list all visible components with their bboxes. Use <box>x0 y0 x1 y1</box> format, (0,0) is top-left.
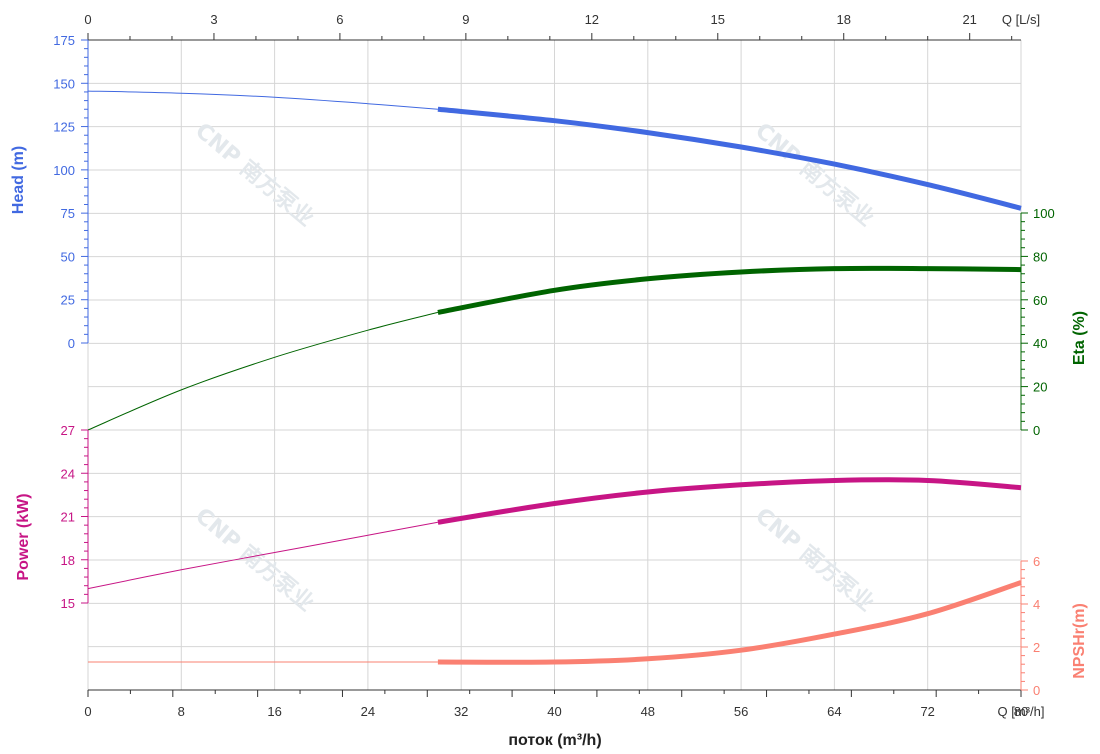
head-tick-label: 25 <box>61 293 75 308</box>
watermark-text: CNP 南方泵业 <box>750 118 879 232</box>
npsh-tick-label: 6 <box>1033 554 1040 569</box>
x-bottom-tick-label: 48 <box>641 704 655 719</box>
head-axis-title: Head (m) <box>10 146 27 214</box>
x-bottom-tick-label: 32 <box>454 704 468 719</box>
eta-tick-label: 20 <box>1033 380 1047 395</box>
eta-curve-extended <box>87 311 439 431</box>
eta-tick-label: 40 <box>1033 336 1047 351</box>
power-tick-label: 24 <box>61 466 75 481</box>
x-bottom-tick-label: 40 <box>547 704 561 719</box>
npsh-axis-title: NPSHr(m) <box>1071 603 1088 679</box>
head-curve-operating <box>437 106 1022 211</box>
curves <box>87 90 1022 665</box>
power-axis-title: Power (kW) <box>15 493 32 580</box>
head-tick-label: 100 <box>53 163 75 178</box>
power-curve-operating <box>437 477 1022 525</box>
head-tick-label: 150 <box>53 76 75 91</box>
x-top-tick-label: 0 <box>84 12 91 27</box>
x-top-tick-label: 21 <box>962 12 976 27</box>
x-top-tick-label: 15 <box>711 12 725 27</box>
head-tick-label: 0 <box>68 336 75 351</box>
eta-axis-title: Eta (%) <box>1071 311 1088 365</box>
power-curve-extended <box>87 521 438 590</box>
x-bottom-tick-label: 24 <box>361 704 375 719</box>
chart-grid <box>87 39 1022 691</box>
power-tick-label: 21 <box>61 510 75 525</box>
x-top-tick-label: 3 <box>210 12 217 27</box>
npsh-curve-operating <box>437 580 1022 665</box>
eta-tick-label: 60 <box>1033 293 1047 308</box>
npsh-tick-label: 0 <box>1033 683 1040 698</box>
x-top-tick-label: 18 <box>836 12 850 27</box>
x-bottom-tick-label: 8 <box>178 704 185 719</box>
eta-tick-label: 100 <box>1033 206 1055 221</box>
watermark-text: CNP 南方泵业 <box>190 118 319 232</box>
eta-curve-operating <box>437 265 1022 315</box>
power-tick-label: 18 <box>61 553 75 568</box>
x-top-tick-label: 6 <box>336 12 343 27</box>
x-bottom-tick-label: 64 <box>827 704 841 719</box>
x-axis-unit-bottom: Q [m³/h] <box>998 704 1045 719</box>
head-tick-label: 175 <box>53 33 75 48</box>
eta-tick-label: 80 <box>1033 249 1047 264</box>
labels: поток (m³/h) Q [m³/h] Q [L/s] Head (m) P… <box>10 12 1088 749</box>
x-top-tick-label: 12 <box>585 12 599 27</box>
power-tick-label: 27 <box>61 423 75 438</box>
axes: 0 8 16 24 32 40 48 56 64 72 800 3 6 9 12 15 18 2117515012… <box>53 12 1054 719</box>
x-bottom-tick-label: 72 <box>920 704 934 719</box>
x-bottom-tick-label: 56 <box>734 704 748 719</box>
head-tick-label: 50 <box>61 249 75 264</box>
npsh-tick-label: 4 <box>1033 597 1040 612</box>
head-curve-extended <box>87 90 438 110</box>
npsh-tick-label: 2 <box>1033 640 1040 655</box>
power-tick-label: 15 <box>61 596 75 611</box>
x-axis-title: поток (m³/h) <box>508 732 601 749</box>
eta-tick-label: 0 <box>1033 423 1040 438</box>
head-tick-label: 75 <box>61 206 75 221</box>
head-tick-label: 125 <box>53 120 75 135</box>
x-bottom-tick-label: 16 <box>267 704 281 719</box>
x-bottom-tick-label: 80 <box>1014 704 1028 719</box>
x-axis-unit-top: Q [L/s] <box>1002 12 1040 27</box>
x-bottom-tick-label: 0 <box>84 704 91 719</box>
x-top-tick-label: 9 <box>462 12 469 27</box>
